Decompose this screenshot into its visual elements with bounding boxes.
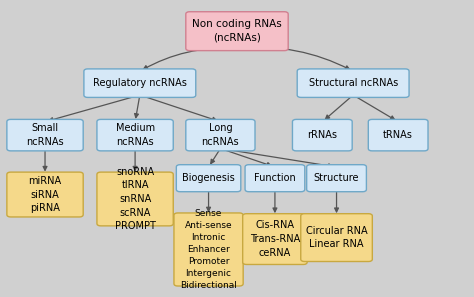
Text: Structural ncRNAs: Structural ncRNAs	[309, 78, 398, 88]
Text: Sense
Anti-sense
Intronic
Enhancer
Promoter
Intergenic
Bidirectional: Sense Anti-sense Intronic Enhancer Promo…	[180, 208, 237, 290]
FancyBboxPatch shape	[7, 119, 83, 151]
Text: Small
ncRNAs: Small ncRNAs	[26, 123, 64, 147]
FancyBboxPatch shape	[176, 165, 241, 192]
Text: Cis-RNA
Trans-RNA
ceRNA: Cis-RNA Trans-RNA ceRNA	[250, 220, 300, 258]
FancyBboxPatch shape	[7, 172, 83, 217]
FancyBboxPatch shape	[297, 69, 409, 97]
Text: miRNA
siRNA
piRNA: miRNA siRNA piRNA	[28, 176, 62, 213]
FancyBboxPatch shape	[368, 119, 428, 151]
Text: rRNAs: rRNAs	[307, 130, 337, 140]
FancyBboxPatch shape	[97, 119, 173, 151]
Text: Function: Function	[254, 173, 296, 183]
Text: Non coding RNAs
(ncRNAs): Non coding RNAs (ncRNAs)	[192, 19, 282, 43]
Text: Medium
ncRNAs: Medium ncRNAs	[116, 123, 155, 147]
Text: Structure: Structure	[314, 173, 359, 183]
Text: tRNAs: tRNAs	[383, 130, 413, 140]
FancyBboxPatch shape	[245, 165, 305, 192]
Text: Long
ncRNAs: Long ncRNAs	[201, 123, 239, 147]
FancyBboxPatch shape	[301, 214, 373, 262]
FancyBboxPatch shape	[97, 172, 173, 226]
FancyBboxPatch shape	[186, 119, 255, 151]
Text: Biogenesis: Biogenesis	[182, 173, 235, 183]
FancyBboxPatch shape	[174, 213, 243, 286]
Text: Circular RNA
Linear RNA: Circular RNA Linear RNA	[306, 226, 367, 249]
FancyBboxPatch shape	[243, 214, 307, 264]
Text: Regulatory ncRNAs: Regulatory ncRNAs	[93, 78, 187, 88]
FancyBboxPatch shape	[186, 12, 288, 50]
FancyBboxPatch shape	[307, 165, 366, 192]
Text: snoRNA
tlRNA
snRNA
scRNA
PROMPT: snoRNA tlRNA snRNA scRNA PROMPT	[115, 167, 155, 231]
FancyBboxPatch shape	[292, 119, 352, 151]
FancyBboxPatch shape	[84, 69, 196, 97]
